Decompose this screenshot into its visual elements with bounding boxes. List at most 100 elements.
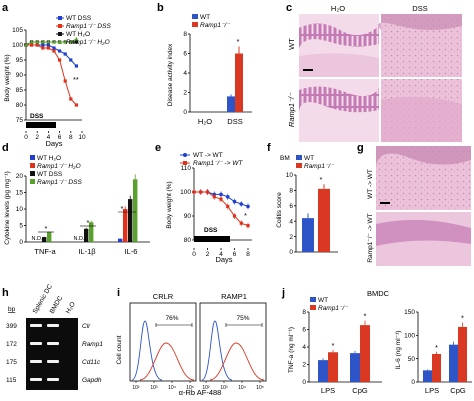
j-stars: * [435,343,438,352]
d-legend-item: Ramp1⁻/⁻ H₂O [37,163,81,170]
a-xtick-label: 2 [35,134,39,141]
b-legend: WT Ramp1⁻/⁻ [192,14,230,29]
a-point [35,43,39,47]
e-xtick-label: 4 [219,251,223,258]
i-plot-frame [199,302,267,382]
i-xtick-label: 10⁵ [186,385,194,391]
c-col-label: H₂O [331,4,345,13]
panel-label-b: b [157,2,164,14]
h-gene-label: Gapdh [82,377,102,384]
f-legend: BM WT Ramp1⁻/⁻ [280,155,334,170]
c-scale-bar [303,69,313,71]
i-plot-frame [129,302,197,382]
b-group-label: DSS [227,117,242,126]
a-point [46,46,50,50]
e-legend: WT -> WT Ramp1⁻/⁻ -> WT [180,152,243,167]
d-group-label: TNF-a [34,247,56,256]
h-band [30,342,42,345]
panel-i: i CRLR RAMP1 Cell count α-Rb AF-488 10² 1… [116,287,267,397]
a-xtick-label: 10 [78,134,86,141]
panel-c: c H₂O DSS WT Ramp1⁻/⁻ [286,2,462,142]
j-left-ylabel: TNF-a (ng ml⁻¹) [288,327,295,373]
f-ytick-label: 0 [289,249,293,256]
a-point [30,43,34,47]
a-dss-label: DSS [30,113,44,120]
i-xtick-label: 10³ [220,385,228,391]
h-band [30,360,42,363]
g-mucosa [376,219,471,246]
panel-label-h: h [2,287,9,299]
panel-label-d: d [2,142,9,154]
e-legend-marker [183,153,187,157]
h-col-label: H₂O [65,301,77,315]
j-left-ytick-label: 2 [302,362,306,369]
j-plot-area: * * * * [318,312,467,382]
i-xlabel: α-Rb AF-488 [179,388,222,397]
i-xtick-label: 10⁵ [256,385,264,391]
i-xtick-label: 10² [132,385,140,391]
j-right-ytick-label: 150 [404,309,415,316]
a-point [69,58,73,62]
a-xlabel: Days [45,139,62,148]
j-right-yticks: 150 100 50 0 [404,309,418,386]
panel-label-f: f [267,142,271,154]
panel-label-e: e [155,142,161,154]
j-bar [432,354,441,382]
panel-label-i: i [117,287,120,299]
d-legend-swatch [30,155,35,160]
i-xtick-label: 10² [202,385,210,391]
d-nd-label: N.D. [32,236,43,242]
d-bar [84,228,89,242]
d-bar [128,199,133,242]
d-ytick-label: 15 [16,190,24,197]
d-legend-item: Ramp1⁻/⁻ DSS [37,179,82,186]
a-point [41,46,45,50]
panel-b: b Disease activity index 8 6 4 2 0 H₂O DSS *… [157,2,252,126]
i-pct: 76% [165,315,178,322]
d-group-label: IL-6 [125,247,138,256]
c-row-label: Ramp1⁻/⁻ [287,92,296,127]
j-bar [328,352,338,382]
e-ylabel: Body weight (%) [166,181,173,228]
i-xtick-label: 10⁴ [168,385,176,391]
f-ytick-label: 2 [289,234,293,241]
a-point [74,37,79,41]
panel-label-a: a [2,2,9,14]
d-ytick-label: 5 [19,223,23,230]
a-point [52,40,56,44]
e-ytick-label: 80 [184,237,192,244]
a-point [41,43,45,47]
a-ytick-label: 105 [12,27,23,34]
e-ytick-label: 100 [180,189,191,196]
d-bar [123,209,128,242]
f-bar [318,188,330,252]
a-ytick-label: 85 [16,87,24,94]
a-point [58,58,62,62]
d-legend-swatch [30,179,35,184]
c-mucosa [378,14,462,30]
j-group-label: CpG [450,386,466,395]
panel-g: g WT -> WT Ramp1⁻/⁻ -> WT [357,142,471,266]
d-bar [47,232,52,242]
a-point [46,40,51,44]
e-stars: * [244,211,247,220]
a-ytick-label: 80 [16,102,24,109]
d-bar [89,222,94,242]
a-ytick-label: 100 [12,42,23,49]
a-stars: ** [73,75,79,84]
i-isotype-curve [201,320,233,381]
a-point [69,97,73,101]
f-yticks: 10 8 6 4 2 0 [286,172,296,256]
b-group-label: H₂O [198,117,212,126]
panel-f: f Colitis score 10 8 6 4 2 0 * BM WT Ramp1⁻/⁻ [267,142,338,256]
i-plot-area: 10² 10³ 10⁴ 10⁵ 10² 10³ 10⁴ 10⁵ [129,302,267,391]
a-point [74,40,78,44]
a-point [63,40,68,44]
a-legend-item: WT H₂O [66,31,90,38]
a-ytick-label: 90 [16,72,24,79]
j-stars: * [332,341,335,350]
j-right-ytick-label: 100 [404,333,415,340]
e-xtick-label: 6 [233,251,237,258]
a-series-line [25,38,77,46]
